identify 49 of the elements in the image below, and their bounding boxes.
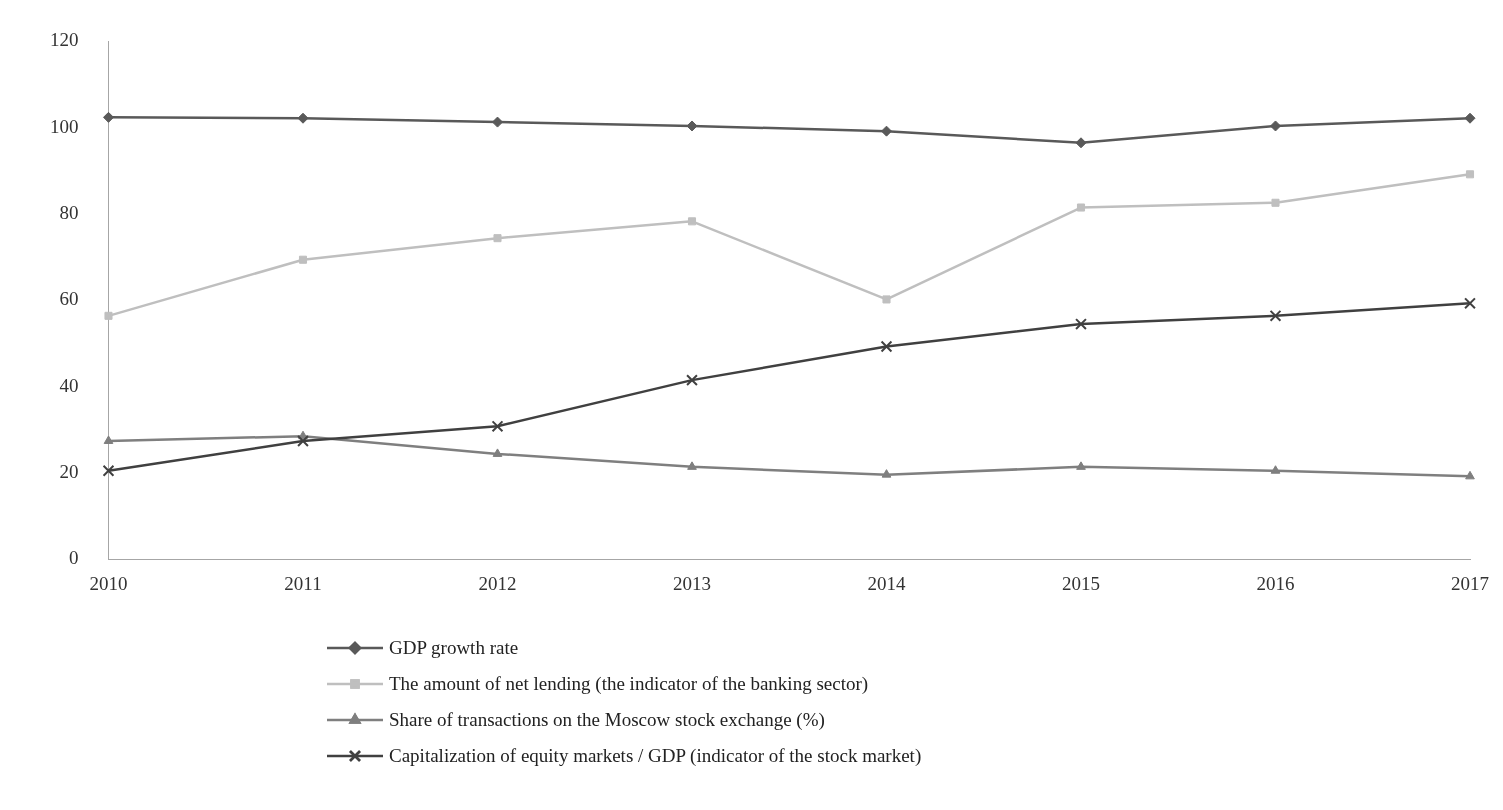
- point: [882, 295, 891, 304]
- point: [492, 116, 503, 128]
- point: [103, 111, 114, 123]
- x-tick-label: 2017: [1451, 572, 1489, 594]
- point: [881, 125, 892, 137]
- point: [1076, 461, 1086, 470]
- y-tick-label: 80: [59, 201, 79, 223]
- point: [1075, 137, 1087, 149]
- legend-label: Capitalization of equity markets / GDP (indicator of the stock market): [389, 745, 922, 767]
- point: [491, 420, 504, 433]
- point: [103, 435, 114, 444]
- x-tick-label: 2015: [1062, 572, 1100, 594]
- legend-label: Share of transactions on the Moscow stock exchange (%): [389, 709, 825, 731]
- x-tick-label: 2013: [673, 572, 711, 594]
- y-tick-label: 60: [59, 288, 79, 310]
- legend-label: GDP growth rate: [389, 637, 519, 659]
- y-tick-label: 40: [59, 374, 79, 396]
- point: [881, 469, 892, 478]
- point: [298, 255, 308, 264]
- point: [1465, 470, 1475, 480]
- y-tick-label: 100: [50, 115, 79, 137]
- y-tick-label: 120: [50, 29, 79, 51]
- point: [1269, 309, 1282, 322]
- point: [1076, 203, 1086, 212]
- point: [1270, 465, 1281, 474]
- point: [297, 435, 309, 447]
- y-tick-label: 0: [69, 547, 79, 569]
- point: [1271, 198, 1280, 207]
- point: [880, 340, 893, 353]
- point: [492, 448, 503, 457]
- legend-label: The amount of net lending (the indicator of the banking sector): [389, 673, 869, 695]
- y-tick-label: 20: [59, 460, 79, 482]
- x-tick-label: 2012: [478, 572, 517, 594]
- point: [104, 311, 113, 320]
- x-tick-label: 2016: [1256, 572, 1295, 594]
- point: [102, 464, 115, 477]
- point: [1464, 297, 1476, 310]
- point: [1270, 120, 1281, 132]
- point: [493, 234, 502, 243]
- point: [1464, 112, 1476, 124]
- point: [686, 374, 698, 387]
- x-tick-label: 2014: [867, 572, 906, 594]
- point: [297, 112, 309, 124]
- x-tick-label: 2011: [284, 572, 322, 594]
- point: [687, 217, 697, 226]
- point: [687, 461, 697, 470]
- point: [1075, 318, 1087, 330]
- x-tick-label: 2010: [89, 572, 128, 594]
- point: [1465, 170, 1475, 179]
